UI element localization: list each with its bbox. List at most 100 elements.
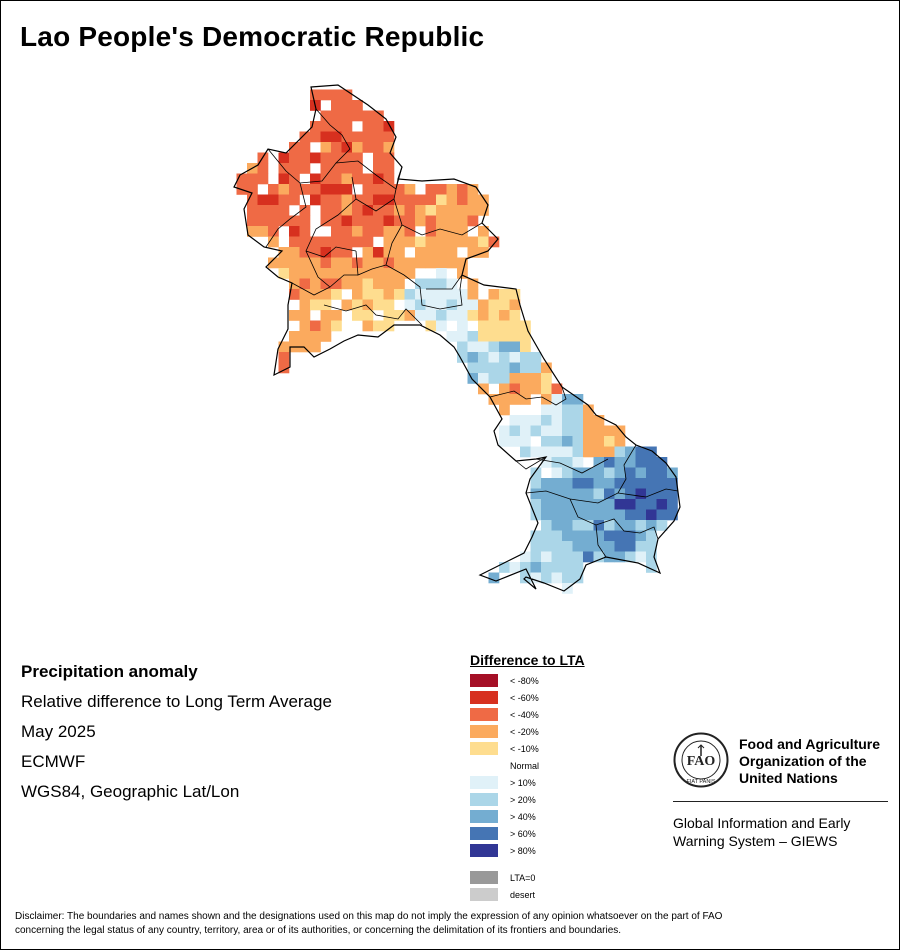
anomaly-cell: [289, 163, 300, 174]
anomaly-cell: [362, 236, 374, 248]
anomaly-cell: [394, 247, 405, 258]
anomaly-cell: [530, 551, 542, 563]
anomaly-cell: [373, 257, 384, 269]
anomaly-cell: [383, 247, 395, 258]
anomaly-cell: [310, 152, 321, 164]
anomaly-cell: [247, 184, 258, 195]
anomaly-cell: [299, 299, 311, 311]
legend-label: > 80%: [510, 845, 536, 856]
anomaly-cell: [383, 289, 395, 300]
anomaly-cell: [646, 499, 657, 510]
anomaly-cell: [488, 331, 500, 342]
anomaly-cell: [331, 163, 342, 174]
anomaly-cell: [331, 215, 342, 227]
anomaly-cell: [583, 425, 594, 437]
anomaly-cell: [625, 457, 636, 468]
anomaly-cell: [457, 352, 468, 363]
anomaly-cell: [436, 226, 447, 237]
anomaly-cell: [299, 289, 311, 300]
anomaly-cell: [488, 362, 500, 374]
anomaly-cell: [541, 509, 552, 521]
anomaly-cell: [457, 289, 468, 300]
anomaly-cell: [488, 320, 500, 332]
anomaly-cell: [499, 341, 510, 353]
anomaly-cell: [593, 457, 605, 468]
anomaly-cell: [530, 509, 542, 521]
anomaly-cell: [541, 446, 552, 458]
anomaly-cell: [299, 320, 311, 332]
anomaly-cell: [341, 89, 353, 101]
anomaly-cell: [488, 352, 500, 363]
anomaly-cell: [310, 247, 321, 258]
legend-item: Normal: [470, 757, 660, 774]
anomaly-cell: [373, 320, 384, 332]
anomaly-cell: [320, 142, 332, 153]
anomaly-cell: [362, 121, 374, 132]
anomaly-cell: [299, 142, 311, 153]
fao-logo-text: FAO: [687, 754, 716, 769]
anomaly-cell: [446, 205, 458, 216]
anomaly-cell: [310, 121, 321, 132]
anomaly-cell: [604, 520, 615, 531]
legend-label: > 60%: [510, 828, 536, 839]
anomaly-cell: [667, 499, 678, 510]
anomaly-cell: [562, 551, 573, 563]
anomaly-cell: [299, 131, 311, 143]
legend-item: > 80%: [470, 842, 660, 859]
anomaly-cell: [383, 257, 395, 269]
anomaly-cell: [530, 488, 542, 500]
anomaly-cell: [604, 551, 615, 563]
anomaly-cell: [635, 541, 647, 552]
anomaly-cell: [583, 446, 594, 458]
anomaly-cell: [394, 289, 405, 300]
anomaly-cell: [278, 268, 290, 279]
legend-swatch: [470, 725, 498, 738]
anomaly-cell: [509, 299, 521, 311]
anomaly-cell: [383, 226, 395, 237]
anomaly-cell: [520, 436, 531, 447]
anomaly-cell: [593, 551, 605, 563]
anomaly-cell: [257, 163, 269, 174]
anomaly-cell: [352, 142, 363, 153]
anomaly-cell: [646, 541, 657, 552]
anomaly-cell: [373, 110, 384, 122]
anomaly-cell: [467, 278, 479, 290]
anomaly-cell: [457, 341, 468, 353]
anomaly-cell: [320, 236, 332, 248]
anomaly-cell: [572, 446, 584, 458]
anomaly-cell: [572, 425, 584, 437]
anomaly-cell: [310, 341, 321, 353]
anomaly-cell: [478, 299, 489, 311]
anomaly-cell: [467, 331, 479, 342]
anomaly-cell: [520, 352, 531, 363]
anomaly-cell: [341, 131, 353, 143]
anomaly-cell: [467, 184, 479, 195]
anomaly-cell: [383, 194, 395, 206]
anomaly-cell: [625, 520, 636, 531]
anomaly-cell: [257, 215, 269, 227]
anomaly-cell: [457, 236, 468, 248]
anomaly-cell: [572, 436, 584, 447]
anomaly-cell: [341, 299, 353, 311]
anomaly-cell: [257, 205, 269, 216]
legend-swatch: [470, 708, 498, 721]
anomaly-cell: [373, 163, 384, 174]
anomaly-cell: [352, 173, 363, 185]
anomaly-cell: [467, 194, 479, 206]
anomaly-cell: [436, 257, 447, 269]
anomaly-cell: [583, 509, 594, 521]
anomaly-cell: [373, 268, 384, 279]
anomaly-cell: [646, 530, 657, 542]
anomaly-cell: [383, 121, 395, 132]
anomaly-cell: [635, 478, 647, 489]
anomaly-cell: [583, 404, 594, 416]
giews-name: Global Information and Early Warning Sys…: [673, 814, 888, 850]
anomaly-cell: [394, 194, 405, 206]
anomaly-cell: [278, 173, 290, 185]
anomaly-cell: [583, 415, 594, 426]
anomaly-cell: [341, 184, 353, 195]
anomaly-cell: [299, 152, 311, 164]
info-heading: Precipitation anomaly: [21, 662, 198, 681]
anomaly-cell: [289, 173, 300, 185]
anomaly-cell: [509, 383, 521, 395]
